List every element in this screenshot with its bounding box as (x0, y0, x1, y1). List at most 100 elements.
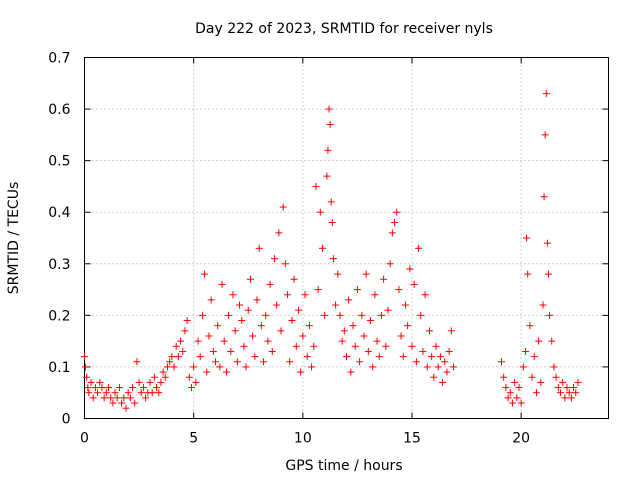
x-tick-label: 0 (80, 431, 89, 447)
data-point (153, 384, 161, 392)
data-point (81, 353, 88, 361)
y-axis-label: SRMTID / TECUs (6, 182, 22, 295)
data-point (434, 363, 442, 371)
y-tick-label: 0.5 (48, 154, 70, 170)
data-point (327, 198, 335, 206)
data-point (107, 394, 115, 402)
data-points (81, 90, 582, 412)
data-point (439, 378, 447, 386)
data-point (572, 389, 580, 397)
data-point (336, 311, 344, 319)
data-point (233, 358, 241, 366)
data-point (100, 394, 108, 402)
data-point (334, 270, 342, 278)
data-point (537, 378, 545, 386)
y-tick-label: 0.7 (48, 51, 70, 67)
data-point (84, 384, 92, 392)
data-point (166, 358, 174, 366)
chart-title: Day 222 of 2023, SRMTID for receiver nyl… (195, 21, 493, 37)
data-point (105, 384, 113, 392)
data-point (353, 286, 361, 294)
data-point (548, 337, 556, 345)
data-point (574, 378, 582, 386)
data-point (253, 296, 261, 304)
x-tick-label: 15 (403, 431, 421, 447)
data-point (111, 389, 119, 397)
data-point (222, 368, 230, 376)
data-point (360, 332, 368, 340)
data-point (513, 394, 521, 402)
data-point (328, 219, 336, 227)
data-point (266, 280, 274, 288)
data-point (305, 322, 313, 330)
y-tick-label: 0.6 (48, 102, 70, 118)
y-tick-label: 0 (62, 412, 71, 428)
data-point (524, 270, 532, 278)
data-point (249, 332, 257, 340)
data-point (279, 203, 287, 211)
data-point (83, 373, 91, 381)
x-tick-label: 20 (512, 431, 530, 447)
data-point (511, 378, 519, 386)
data-point (541, 131, 549, 139)
data-point (325, 105, 333, 113)
data-point (268, 347, 276, 355)
data-point (567, 394, 575, 402)
data-point (275, 229, 283, 237)
data-point (445, 347, 453, 355)
data-point (150, 373, 158, 381)
data-point (515, 384, 523, 392)
data-point (543, 239, 551, 247)
data-point (207, 296, 215, 304)
data-point (419, 347, 427, 355)
data-point (157, 378, 165, 386)
data-point (201, 270, 209, 278)
data-point (406, 265, 414, 273)
data-point (550, 363, 558, 371)
data-point (443, 368, 451, 376)
data-point (391, 219, 399, 227)
data-point (194, 337, 202, 345)
data-point (255, 244, 263, 252)
data-point (324, 146, 332, 154)
data-point (260, 358, 268, 366)
data-point (264, 337, 272, 345)
data-point (449, 363, 457, 371)
data-point (421, 291, 429, 299)
data-point (216, 363, 224, 371)
data-point (417, 311, 425, 319)
data-point (415, 244, 423, 252)
data-point (187, 384, 195, 392)
data-point (196, 353, 204, 361)
data-point (113, 394, 121, 402)
data-point (540, 193, 548, 201)
x-tick-label: 5 (189, 431, 198, 447)
data-point (220, 337, 228, 345)
data-point (181, 327, 189, 335)
data-point (229, 291, 237, 299)
y-tick-label: 0.2 (48, 308, 70, 324)
data-point (294, 306, 302, 314)
data-point (209, 347, 217, 355)
data-point (303, 353, 311, 361)
data-point (498, 358, 506, 366)
data-point (262, 311, 270, 319)
data-point (351, 342, 359, 350)
data-point (500, 373, 508, 381)
data-point (356, 358, 364, 366)
data-point (384, 306, 392, 314)
data-point (192, 378, 200, 386)
data-point (323, 172, 331, 180)
data-point (508, 399, 516, 407)
data-point (423, 363, 431, 371)
data-point (82, 363, 90, 371)
data-point (122, 404, 130, 412)
data-point (159, 368, 167, 376)
data-point (251, 353, 259, 361)
x-axis-label: GPS time / hours (285, 458, 402, 474)
data-point (535, 337, 543, 345)
data-point (570, 384, 578, 392)
data-point (349, 322, 357, 330)
data-point (329, 255, 337, 263)
